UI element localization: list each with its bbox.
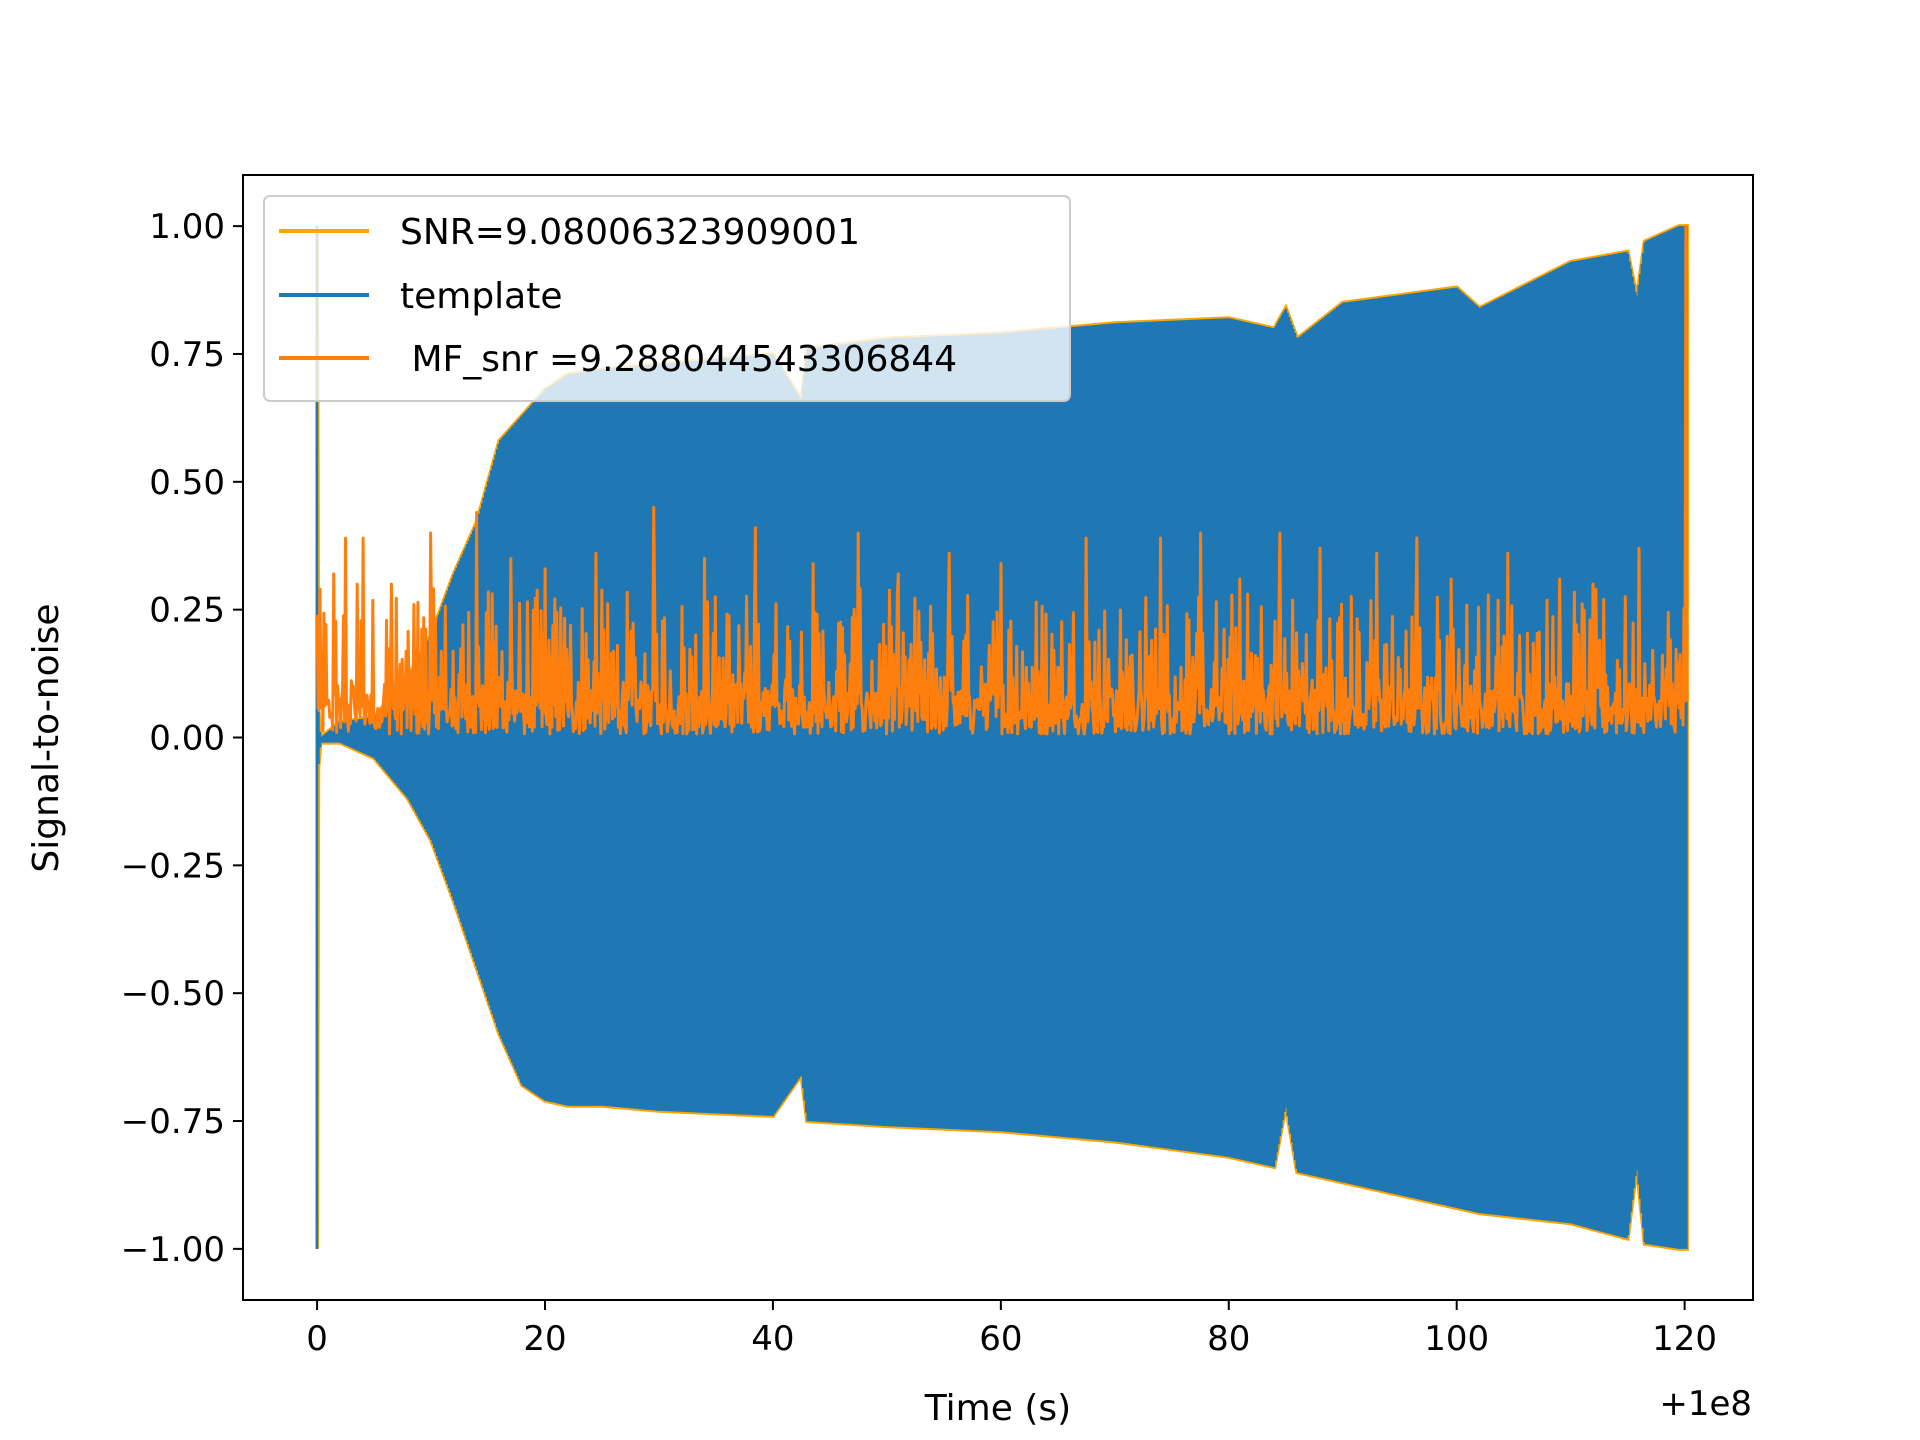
- x-axis-label: Time (s): [924, 1388, 1071, 1429]
- x-tick-label: 60: [979, 1319, 1022, 1359]
- legend-label-template: template: [400, 276, 563, 317]
- x-tick-label: 0: [306, 1319, 328, 1359]
- legend-label-mf-snr: MF_snr =9.288044543306844: [400, 339, 957, 380]
- y-tick-label: −0.50: [121, 974, 225, 1014]
- x-tick-label: 120: [1652, 1319, 1717, 1359]
- y-tick-label: −1.00: [121, 1230, 225, 1270]
- y-tick-label: 0.75: [149, 335, 225, 375]
- y-tick-label: −0.25: [121, 846, 225, 886]
- y-axis-label: Signal-to-noise: [26, 603, 67, 872]
- legend: SNR=9.08006323909001 template MF_snr =9.…: [263, 195, 1071, 402]
- y-tick-label: −0.75: [121, 1102, 225, 1142]
- x-tick-label: 20: [523, 1319, 566, 1359]
- y-tick-label: 0.50: [149, 463, 225, 503]
- x-axis-ticks: 0 20 40 60 80 100 120: [306, 1300, 1717, 1359]
- y-tick-label: 0.00: [149, 719, 225, 759]
- x-axis-offset-label: +1e8: [1659, 1384, 1752, 1424]
- legend-box: [263, 195, 1071, 402]
- x-tick-label: 40: [751, 1319, 794, 1359]
- y-tick-label: 0.25: [149, 591, 225, 631]
- y-tick-label: 1.00: [149, 207, 225, 247]
- y-axis-ticks: 1.00 0.75 0.50 0.25 0.00 −0.25 −0.50 −0.75 −1.00: [121, 207, 243, 1270]
- series-mf-snr: [315, 224, 1689, 736]
- legend-label-snr: SNR=9.08006323909001: [400, 212, 860, 253]
- x-tick-label: 100: [1424, 1319, 1489, 1359]
- x-tick-label: 80: [1207, 1319, 1250, 1359]
